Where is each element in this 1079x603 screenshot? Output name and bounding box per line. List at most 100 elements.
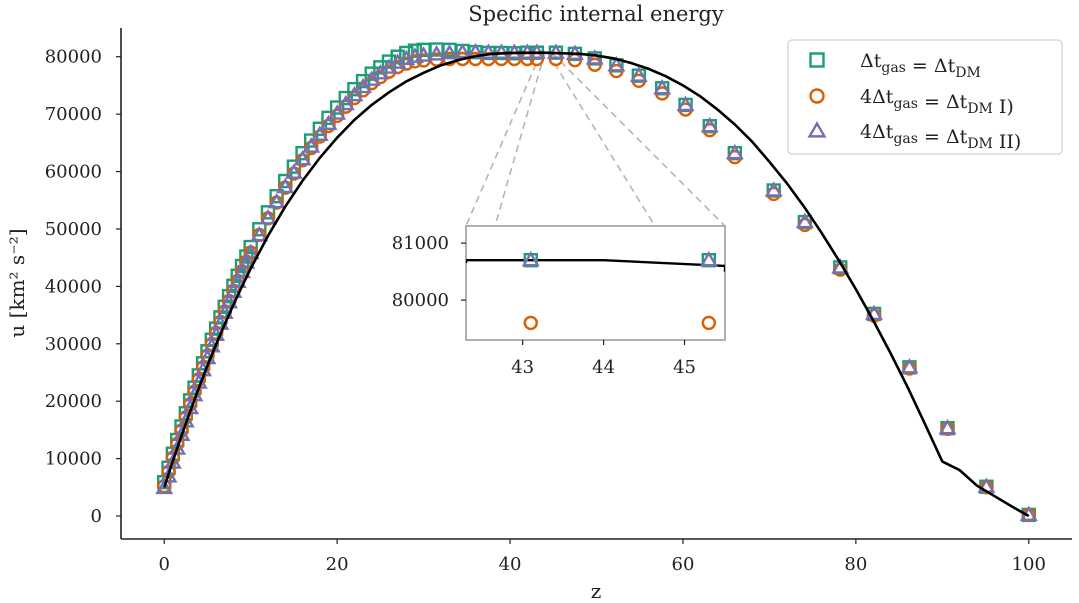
square-marker	[252, 222, 267, 237]
x-tick-label: 60	[672, 554, 695, 575]
triangle-marker	[328, 104, 347, 120]
legend-box	[787, 39, 1063, 155]
triangle-marker	[233, 262, 252, 279]
triangle-marker	[492, 43, 511, 59]
legend-label: 4Δtgas = ΔtDM II)	[860, 121, 1021, 153]
square-marker	[355, 73, 371, 89]
triangle-marker	[211, 314, 230, 330]
triangle-marker	[336, 94, 355, 111]
inset-connector-lines	[465, 52, 726, 227]
x-axis-label: z	[591, 579, 602, 603]
series-triangle	[155, 42, 1038, 522]
triangle-marker	[725, 143, 744, 160]
inset-x-tick-label: 44	[592, 357, 615, 378]
inset-y-tick-label: 81000	[392, 233, 449, 254]
triangle-marker	[250, 225, 269, 242]
square-marker	[234, 258, 250, 274]
triangle-marker	[764, 181, 783, 197]
y-axis-label: u [km² s⁻²]	[5, 228, 29, 337]
y-tick-label: 20000	[45, 391, 102, 412]
main-axes	[120, 28, 1072, 540]
y-tick-label: 50000	[45, 219, 102, 240]
inset-connector	[551, 52, 726, 227]
triangle-marker	[228, 272, 247, 288]
square-marker	[329, 100, 345, 115]
square-marker	[338, 90, 353, 106]
x-tick-label: 20	[326, 554, 349, 575]
square-marker	[278, 173, 293, 189]
inset-x-tick-label: 43	[511, 357, 534, 378]
triangle-marker	[479, 43, 498, 59]
triangle-marker	[163, 453, 182, 469]
legend-entry: 4Δtgas = ΔtDM I)	[809, 86, 1014, 118]
triangle-marker	[302, 137, 321, 153]
triangle-marker	[220, 292, 239, 309]
triangle-marker	[795, 212, 814, 229]
triangle-marker	[427, 45, 446, 61]
triangle-marker	[629, 66, 648, 82]
triangle-marker	[276, 177, 295, 194]
y-tick-label: 30000	[45, 334, 102, 355]
x-tick-labels: 0 20 40 60 80 100	[159, 539, 1046, 575]
inset-frame	[465, 225, 726, 341]
triangle-marker	[938, 418, 957, 435]
square-marker	[347, 81, 362, 97]
zoom-inset: 43 44 45 80000 81000	[392, 225, 726, 378]
triangle-marker	[354, 77, 373, 94]
triangle-marker	[241, 243, 260, 260]
triangle-marker	[267, 192, 286, 209]
inset-circle-marker	[523, 315, 538, 331]
y-tick-label: 10000	[45, 449, 102, 470]
legend: Δtgas = ΔtDM 4Δtgas = ΔtDM I)4Δtgas = ΔtD…	[787, 39, 1063, 155]
triangle-marker	[310, 125, 329, 141]
triangle-marker	[345, 85, 364, 102]
square-marker	[260, 205, 276, 220]
triangle-marker	[585, 49, 604, 65]
plot-area	[155, 42, 1038, 523]
y-tick-labels: 0 10000 20000 30000 40000 50000 60000 70000 8000…	[45, 47, 121, 527]
y-tick-label: 80000	[45, 47, 102, 68]
inset-circle-marker	[701, 315, 717, 331]
triangle-marker	[653, 78, 672, 95]
legend-label: Δtgas = ΔtDM	[860, 50, 981, 81]
legend-label: 4Δtgas = ΔtDM I)	[860, 86, 1014, 118]
y-tick-label: 40000	[45, 276, 102, 297]
triangle-marker	[159, 467, 178, 483]
circle-marker	[587, 57, 602, 72]
analytic-line	[162, 51, 1030, 518]
inset-connector	[465, 52, 542, 227]
triangle-marker	[700, 116, 719, 133]
triangle-marker	[224, 282, 243, 298]
triangle-marker	[284, 163, 303, 179]
legend-triangle-marker	[807, 121, 827, 138]
triangle-marker	[676, 95, 695, 112]
triangle-marker	[258, 209, 277, 225]
y-tick-label: 0	[91, 506, 102, 527]
inset-y-tick-labels: 80000 81000	[392, 233, 466, 311]
inset-triangle-marker	[699, 250, 718, 267]
triangle-marker	[215, 303, 234, 319]
square-marker	[407, 43, 423, 58]
inset-analytic-line	[466, 259, 725, 272]
triangle-marker	[172, 425, 191, 441]
square-marker	[239, 249, 254, 264]
inset-plot-area	[466, 250, 725, 331]
legend-circle-marker	[809, 88, 825, 104]
inset-x-tick-labels: 43 44 45	[511, 340, 696, 378]
y-tick-label: 70000	[45, 104, 102, 125]
triangle-marker	[168, 439, 187, 455]
x-tick-label: 0	[159, 554, 170, 575]
chart-title: Specific internal energy	[468, 2, 724, 26]
legend-square-marker	[809, 52, 825, 68]
triangle-marker	[155, 478, 174, 495]
triangle-marker	[900, 358, 919, 374]
inset-y-tick-label: 80000	[392, 290, 449, 311]
triangle-marker	[414, 46, 433, 62]
y-tick-label: 60000	[45, 162, 102, 183]
legend-entry: 4Δtgas = ΔtDM II)	[807, 121, 1021, 153]
x-tick-label: 40	[499, 554, 522, 575]
legend-entry: Δtgas = ΔtDM	[809, 50, 981, 81]
inset-x-tick-label: 45	[673, 357, 696, 378]
triangle-marker	[293, 149, 312, 166]
